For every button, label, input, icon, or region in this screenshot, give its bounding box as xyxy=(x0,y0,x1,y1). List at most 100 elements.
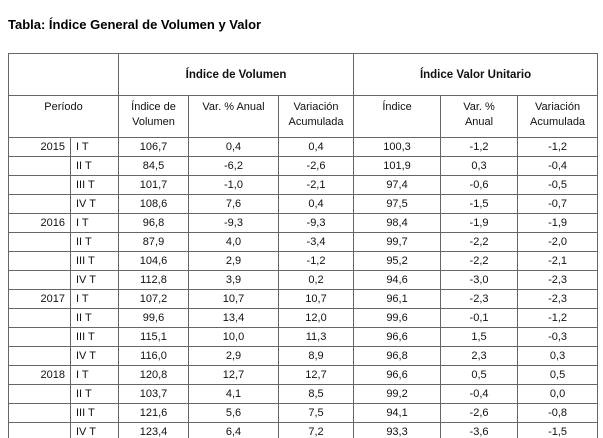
value-index-cell: 94,6 xyxy=(353,270,442,290)
quarter-cell: IV T xyxy=(70,422,119,438)
value-index-cell: 94,1 xyxy=(353,403,442,423)
volume-var-anual-cell: 10,0 xyxy=(188,327,279,347)
value-var-acumulada-cell: 0,0 xyxy=(517,384,599,404)
year-cell xyxy=(8,384,71,404)
value-var-acumulada-cell: -0,5 xyxy=(517,175,599,195)
value-var-acumulada-column-header: Variación Acumulada xyxy=(517,95,599,138)
volume-var-acumulada-cell: 12,0 xyxy=(277,308,355,328)
volume-index-cell: 84,5 xyxy=(118,156,189,176)
volume-var-acumulada-cell: 7,5 xyxy=(277,403,355,423)
volume-var-acumulada-cell: 11,3 xyxy=(277,327,355,347)
value-var-acumulada-cell: 0,5 xyxy=(517,365,599,385)
value-var-acumulada-cell: -1,9 xyxy=(517,213,599,233)
period-column-header: Período xyxy=(8,95,119,138)
volume-var-acumulada-cell: -9,3 xyxy=(277,213,355,233)
year-cell: 2017 xyxy=(8,289,71,309)
volume-var-anual-cell: 4,1 xyxy=(188,384,279,404)
value-var-anual-cell: -0,4 xyxy=(440,384,519,404)
value-var-acumulada-cell: -1,2 xyxy=(517,137,599,157)
volume-var-anual-cell: 10,7 xyxy=(188,289,279,309)
volume-index-cell: 101,7 xyxy=(118,175,189,195)
quarter-cell: II T xyxy=(70,308,119,328)
unit-value-group-header: Índice Valor Unitario xyxy=(353,53,599,96)
table-row: II T 87,9 4,0 -3,4 99,7 -2,2 -2,0 xyxy=(8,232,599,252)
table-header: Índice de Volumen Índice Valor Unitario … xyxy=(8,53,599,138)
table-row: II T 99,6 13,4 12,0 99,6 -0,1 -1,2 xyxy=(8,308,599,328)
volume-index-cell: 108,6 xyxy=(118,194,189,214)
volume-var-acumulada-cell: 12,7 xyxy=(277,365,355,385)
volume-var-anual-cell: 2,9 xyxy=(188,346,279,366)
volume-index-cell: 121,6 xyxy=(118,403,189,423)
volume-index-cell: 106,7 xyxy=(118,137,189,157)
table-row: III T 121,6 5,6 7,5 94,1 -2,6 -0,8 xyxy=(8,403,599,423)
value-index-cell: 93,3 xyxy=(353,422,442,438)
quarter-cell: III T xyxy=(70,175,119,195)
page-title: Tabla: Índice General de Volumen y Valor xyxy=(8,17,262,32)
value-var-acumulada-cell: -2,0 xyxy=(517,232,599,252)
volume-var-anual-cell: 5,6 xyxy=(188,403,279,423)
quarter-cell: II T xyxy=(70,384,119,404)
value-var-anual-cell: -1,2 xyxy=(440,137,519,157)
year-cell: 2015 xyxy=(8,137,71,157)
volume-index-cell: 112,8 xyxy=(118,270,189,290)
year-cell xyxy=(8,232,71,252)
value-index-cell: 96,1 xyxy=(353,289,442,309)
quarter-cell: II T xyxy=(70,232,119,252)
value-index-cell: 101,9 xyxy=(353,156,442,176)
value-var-anual-cell: -3,0 xyxy=(440,270,519,290)
value-var-anual-cell: -0,6 xyxy=(440,175,519,195)
quarter-cell: IV T xyxy=(70,346,119,366)
volume-var-anual-cell: 4,0 xyxy=(188,232,279,252)
volume-var-acumulada-cell: 0,2 xyxy=(277,270,355,290)
indices-table: Índice de Volumen Índice Valor Unitario … xyxy=(8,53,599,438)
volume-group-header: Índice de Volumen xyxy=(117,53,355,96)
volume-index-cell: 104,6 xyxy=(118,251,189,271)
table-row: 2015 I T 106,7 0,4 0,4 100,3 -1,2 -1,2 xyxy=(8,137,599,157)
value-var-anual-cell: -2,2 xyxy=(440,232,519,252)
value-var-acumulada-cell: -0,3 xyxy=(517,327,599,347)
year-cell xyxy=(8,194,71,214)
quarter-cell: II T xyxy=(70,156,119,176)
quarter-cell: I T xyxy=(70,137,119,157)
volume-var-acumulada-cell: -3,4 xyxy=(277,232,355,252)
volume-index-cell: 116,0 xyxy=(118,346,189,366)
value-var-anual-cell: -2,2 xyxy=(440,251,519,271)
volume-index-column-header: Índice de Volumen xyxy=(118,95,189,138)
volume-var-acumulada-cell: -1,2 xyxy=(277,251,355,271)
table-row: II T 103,7 4,1 8,5 99,2 -0,4 0,0 xyxy=(8,384,599,404)
value-var-anual-cell: 0,5 xyxy=(440,365,519,385)
year-cell xyxy=(8,403,71,423)
volume-var-acumulada-cell: -2,1 xyxy=(277,175,355,195)
value-index-cell: 98,4 xyxy=(353,213,442,233)
value-var-anual-column-header: Var. % Anual xyxy=(440,95,519,138)
value-index-cell: 99,7 xyxy=(353,232,442,252)
value-var-anual-cell: -2,6 xyxy=(440,403,519,423)
value-index-cell: 96,8 xyxy=(353,346,442,366)
volume-var-acumulada-cell: -2,6 xyxy=(277,156,355,176)
volume-var-anual-cell: -6,2 xyxy=(188,156,279,176)
table-row: IV T 108,6 7,6 0,4 97,5 -1,5 -0,7 xyxy=(8,194,599,214)
value-var-anual-cell: -3,6 xyxy=(440,422,519,438)
period-spacer-cell xyxy=(8,53,119,96)
table-row: IV T 112,8 3,9 0,2 94,6 -3,0 -2,3 xyxy=(8,270,599,290)
table-row: III T 115,1 10,0 11,3 96,6 1,5 -0,3 xyxy=(8,327,599,347)
value-index-column-header: Índice xyxy=(353,95,442,138)
year-cell xyxy=(8,270,71,290)
year-cell: 2016 xyxy=(8,213,71,233)
table-row: 2016 I T 96,8 -9,3 -9,3 98,4 -1,9 -1,9 xyxy=(8,213,599,233)
quarter-cell: IV T xyxy=(70,194,119,214)
quarter-cell: III T xyxy=(70,251,119,271)
year-cell xyxy=(8,327,71,347)
volume-var-acumulada-column-header: Variación Acumulada xyxy=(277,95,355,138)
volume-var-acumulada-cell: 8,5 xyxy=(277,384,355,404)
quarter-cell: III T xyxy=(70,403,119,423)
volume-var-anual-cell: 3,9 xyxy=(188,270,279,290)
value-var-acumulada-cell: 0,3 xyxy=(517,346,599,366)
volume-var-anual-cell: 2,9 xyxy=(188,251,279,271)
value-var-acumulada-cell: -0,8 xyxy=(517,403,599,423)
value-var-acumulada-cell: -0,4 xyxy=(517,156,599,176)
quarter-cell: I T xyxy=(70,289,119,309)
value-var-acumulada-cell: -2,3 xyxy=(517,270,599,290)
value-index-cell: 96,6 xyxy=(353,365,442,385)
quarter-cell: I T xyxy=(70,365,119,385)
